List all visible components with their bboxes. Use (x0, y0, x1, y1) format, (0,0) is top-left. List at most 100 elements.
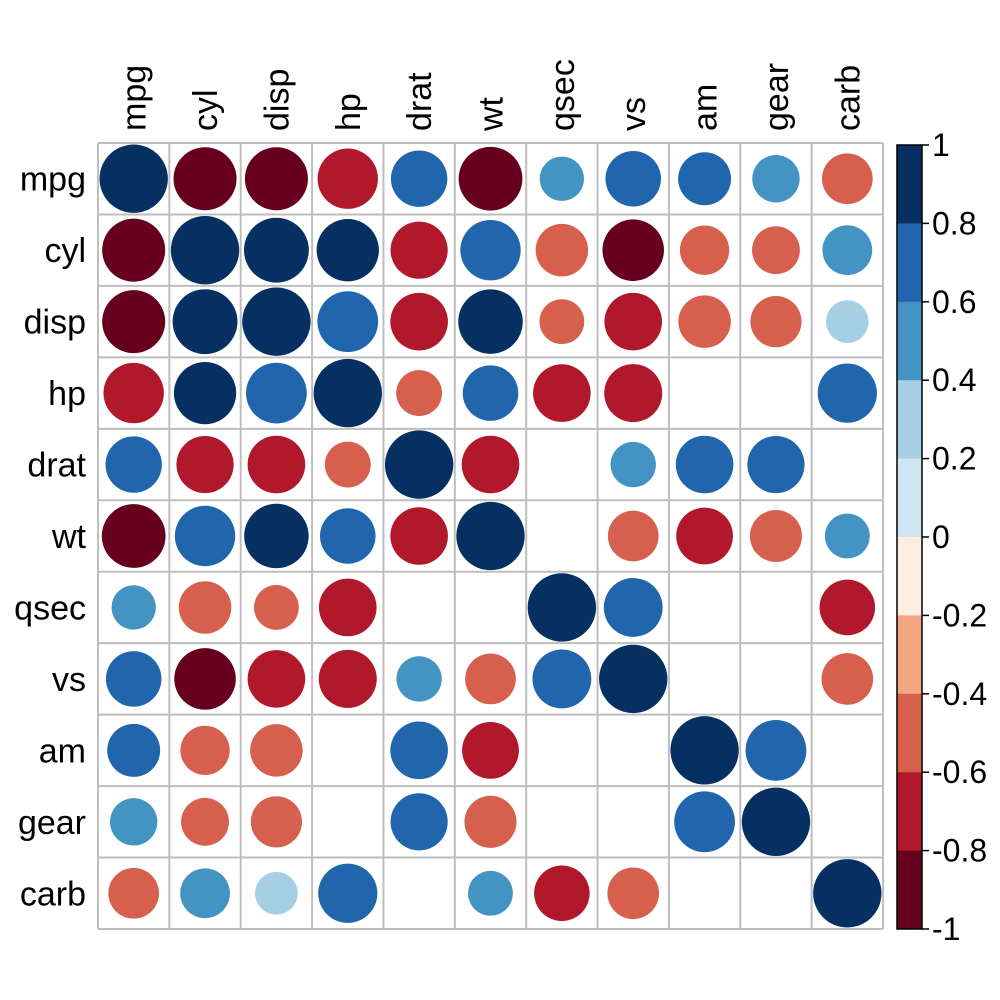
corr-circle-drat-disp (247, 435, 306, 494)
colorbar-tick-label: 0 (932, 519, 950, 555)
corr-circle-hp-wt (462, 365, 519, 421)
corr-circle-wt-disp (244, 503, 309, 569)
corr-circle-hp-disp (246, 362, 307, 424)
corr-circle-wt-cyl (174, 505, 236, 567)
corr-circle-wt-am (676, 507, 733, 565)
corr-circle-disp-cyl (172, 289, 238, 355)
corr-circle-disp-mpg (102, 290, 166, 354)
corr-circle-cyl-cyl (170, 216, 240, 285)
corr-circle-disp-gear (750, 296, 802, 348)
corr-circle-cyl-wt (460, 219, 521, 281)
row-label-wt: wt (51, 518, 87, 556)
colorbar-segment (897, 850, 922, 930)
corr-circle-carb-carb (813, 859, 882, 928)
corr-circle-wt-hp (320, 508, 376, 564)
colorbar-segment (897, 223, 922, 303)
corr-circle-disp-am (678, 295, 731, 348)
corr-circle-wt-carb (824, 513, 870, 559)
corr-circle-carb-cyl (180, 868, 230, 919)
corr-circle-am-drat (390, 721, 448, 780)
col-label-carb: carb (829, 65, 867, 131)
corr-circle-hp-carb (817, 363, 877, 423)
col-label-am: am (687, 84, 725, 131)
colorbar-segment (897, 772, 922, 852)
corr-circle-gear-gear (741, 787, 811, 856)
col-label-hp: hp (330, 93, 368, 131)
colorbar-segment (897, 615, 922, 695)
col-label-drat: drat (401, 72, 439, 131)
corr-circle-carb-qsec (534, 865, 590, 922)
corr-circle-disp-qsec (539, 299, 585, 345)
corr-circle-am-am (670, 716, 739, 785)
corr-circle-disp-disp (242, 287, 311, 356)
corr-circle-drat-vs (610, 441, 656, 488)
colorbar-tick-label: -0.6 (932, 754, 987, 790)
corr-circle-drat-am (675, 435, 734, 494)
colorbar-segment (897, 458, 922, 538)
corr-circle-mpg-drat (390, 150, 448, 207)
corr-circle-vs-hp (318, 649, 377, 708)
col-label-gear: gear (758, 63, 796, 131)
corr-circle-hp-vs (604, 364, 663, 423)
corr-circle-vs-qsec (532, 649, 592, 709)
col-label-disp: disp (258, 69, 296, 131)
colorbar-segment (897, 380, 922, 460)
corr-circle-qsec-mpg (111, 585, 156, 630)
corr-circle-vs-disp (247, 650, 306, 708)
corr-circle-mpg-gear (752, 155, 800, 203)
corr-circle-wt-vs (607, 510, 659, 562)
corr-circle-qsec-carb (819, 579, 876, 636)
corr-circle-vs-wt (465, 653, 516, 705)
corr-circle-vs-drat (396, 656, 442, 702)
corr-circle-vs-vs (599, 644, 668, 714)
colorbar-tick-label: 0.4 (932, 362, 976, 398)
corr-circle-gear-drat (390, 793, 448, 851)
corr-circle-mpg-qsec (539, 156, 585, 201)
corr-circle-drat-drat (384, 430, 454, 499)
row-label-drat: drat (27, 447, 86, 485)
colorbar-tick-label: 0.2 (932, 441, 976, 477)
colorbar-tick-label: -0.2 (932, 597, 987, 633)
corr-circle-cyl-carb (822, 225, 873, 276)
grid (97, 142, 884, 930)
corr-circle-drat-mpg (105, 436, 162, 493)
row-label-mpg: mpg (20, 161, 86, 199)
corr-circle-cyl-qsec (535, 223, 589, 277)
colorbar-segment (897, 145, 922, 224)
corr-circle-carb-vs (607, 867, 660, 920)
corr-circle-am-cyl (180, 725, 230, 776)
row-label-am: am (39, 732, 86, 770)
corr-circle-drat-wt (461, 435, 520, 494)
row-label-cyl: cyl (44, 232, 86, 270)
row-label-gear: gear (18, 804, 86, 842)
corr-circle-drat-gear (747, 435, 805, 494)
corr-circle-drat-cyl (176, 435, 234, 494)
corr-circle-vs-mpg (105, 651, 162, 707)
colorbar-segment (897, 301, 922, 381)
colorbar-tick-label: 0.6 (932, 284, 976, 320)
corr-circle-vs-carb (821, 653, 874, 705)
corr-circle-disp-vs (604, 292, 663, 351)
corr-circle-am-disp (250, 724, 303, 777)
corr-circle-gear-mpg (109, 798, 158, 846)
corr-circle-qsec-cyl (178, 581, 232, 634)
corr-circle-mpg-disp (244, 147, 308, 211)
corr-circle-gear-cyl (181, 797, 229, 846)
col-label-wt: wt (473, 96, 511, 132)
corr-circle-mpg-cyl (173, 147, 237, 211)
corr-circle-disp-wt (458, 289, 523, 354)
corr-circle-hp-drat (396, 370, 443, 417)
corr-circle-mpg-am (678, 152, 732, 206)
corr-circle-cyl-mpg (102, 218, 166, 282)
row-label-disp: disp (24, 304, 86, 342)
corr-circle-cyl-disp (243, 217, 309, 283)
corr-circle-vs-cyl (174, 648, 236, 710)
corr-circle-hp-mpg (103, 362, 164, 424)
corr-circle-cyl-hp (316, 219, 379, 282)
corr-circle-wt-gear (749, 509, 802, 563)
corr-circle-hp-hp (313, 358, 382, 428)
correlation-circles (99, 144, 882, 928)
corr-circle-wt-wt (456, 501, 525, 571)
row-label-qsec: qsec (14, 589, 86, 627)
corr-circle-wt-drat (390, 507, 448, 565)
